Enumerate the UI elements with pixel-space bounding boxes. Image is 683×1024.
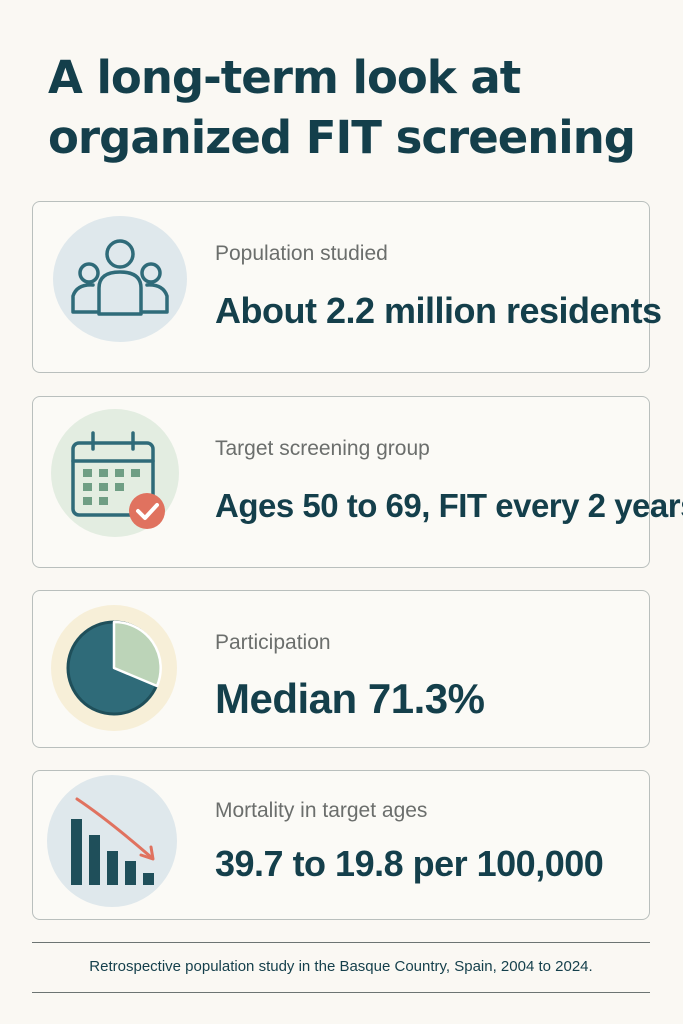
target-group-label: Target screening group bbox=[215, 437, 430, 460]
population-label: Population studied bbox=[215, 242, 388, 265]
people-icon bbox=[53, 216, 187, 342]
footnote-divider-bottom bbox=[32, 992, 650, 993]
footnote: Retrospective population study in the Ba… bbox=[89, 958, 593, 975]
calendar-check-icon bbox=[51, 409, 179, 537]
population-card: Population studied About 2.2 million res… bbox=[32, 201, 662, 373]
participation-value: Median 71.3% bbox=[215, 675, 485, 722]
population-value: About 2.2 million residents bbox=[215, 290, 662, 331]
mortality-value: 39.7 to 19.8 per 100,000 bbox=[215, 843, 604, 884]
target-group-value: Ages 50 to 69, FIT every 2 years bbox=[215, 487, 683, 524]
pie-chart-icon bbox=[51, 605, 177, 731]
participation-label: Participation bbox=[215, 631, 331, 654]
page-title: A long-term look at organized FIT screen… bbox=[48, 51, 636, 164]
footnote-divider-top bbox=[32, 942, 650, 943]
mortality-label: Mortality in target ages bbox=[215, 799, 428, 822]
target-group-card: Target screening group Ages 50 to 69, FI… bbox=[32, 396, 683, 568]
declining-bars-icon bbox=[47, 775, 177, 907]
participation-card: Participation Median 71.3% bbox=[32, 590, 650, 748]
mortality-card: Mortality in target ages 39.7 to 19.8 pe… bbox=[32, 770, 650, 920]
